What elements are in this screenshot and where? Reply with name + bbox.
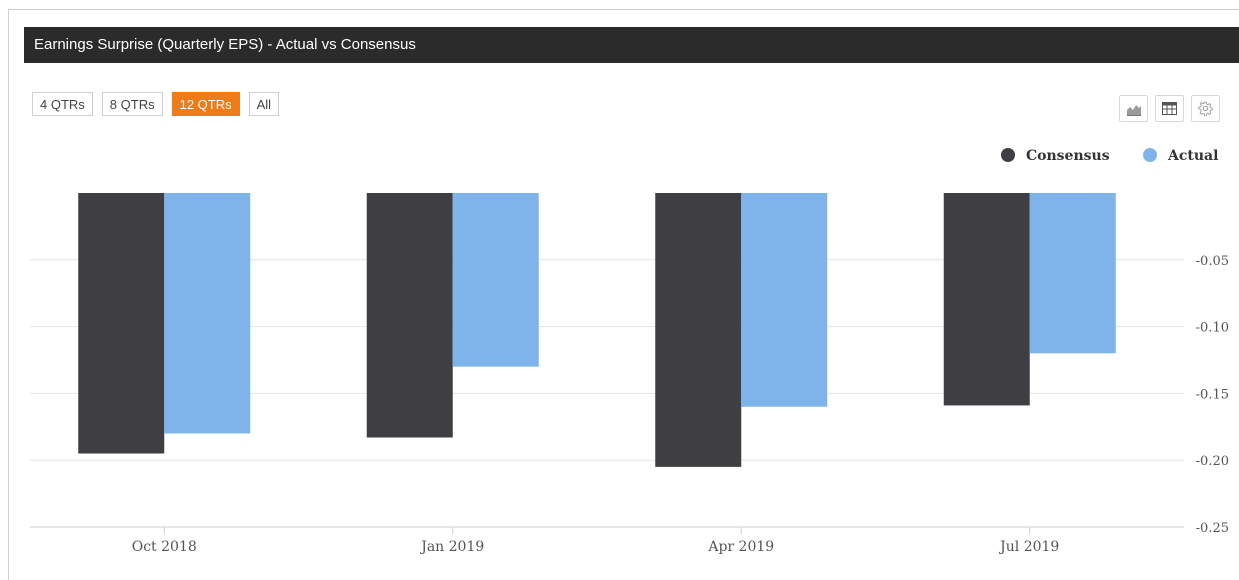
bar-actual-jan-2019 bbox=[452, 193, 539, 367]
chart-toolbar bbox=[1119, 95, 1220, 122]
table-view-button[interactable] bbox=[1155, 95, 1184, 122]
y-tick-label: -0.15 bbox=[1196, 387, 1229, 402]
x-tick-label: Oct 2018 bbox=[132, 539, 197, 555]
chart-title: Earnings Surprise (Quarterly EPS) - Actu… bbox=[24, 27, 1239, 63]
bar-consensus-jul-2019 bbox=[943, 193, 1030, 406]
area-chart-icon bbox=[1126, 104, 1141, 116]
bar-consensus-jan-2019 bbox=[366, 193, 453, 438]
bar-chart: -0.05 -0.10 -0.15 -0.20 -0.25 Oct 2018 Jan 201… bbox=[30, 148, 1229, 555]
y-tick-label: -0.20 bbox=[1196, 454, 1229, 469]
range-selector: 4 QTRs 8 QTRs 12 QTRs All bbox=[32, 92, 280, 116]
y-tick-label: -0.10 bbox=[1196, 321, 1229, 336]
x-tick-label: Jul 2019 bbox=[998, 539, 1059, 555]
settings-button[interactable] bbox=[1191, 95, 1220, 122]
legend-label: Actual bbox=[1167, 148, 1218, 164]
x-tick-label: Apr 2019 bbox=[707, 539, 774, 555]
bar-actual-jul-2019 bbox=[1029, 193, 1116, 354]
bar-actual-apr-2019 bbox=[741, 193, 828, 407]
legend-marker bbox=[1001, 148, 1015, 162]
x-tick-label: Jan 2019 bbox=[419, 539, 484, 555]
range-12-qtrs-button[interactable]: 12 QTRs bbox=[171, 92, 240, 116]
bar-consensus-apr-2019 bbox=[655, 193, 742, 467]
bar-consensus-oct-2018 bbox=[78, 193, 165, 454]
area-chart-button[interactable] bbox=[1119, 95, 1148, 122]
gear-icon bbox=[1198, 101, 1213, 116]
y-tick-label: -0.25 bbox=[1196, 521, 1229, 536]
y-tick-label: -0.05 bbox=[1196, 254, 1229, 269]
table-icon bbox=[1162, 102, 1177, 115]
legend-marker bbox=[1143, 148, 1157, 162]
range-8-qtrs-button[interactable]: 8 QTRs bbox=[101, 92, 163, 116]
range-all-button[interactable]: All bbox=[248, 92, 280, 116]
bar-actual-oct-2018 bbox=[164, 193, 251, 434]
legend-label: Consensus bbox=[1026, 148, 1110, 164]
range-4-qtrs-button[interactable]: 4 QTRs bbox=[32, 92, 93, 116]
